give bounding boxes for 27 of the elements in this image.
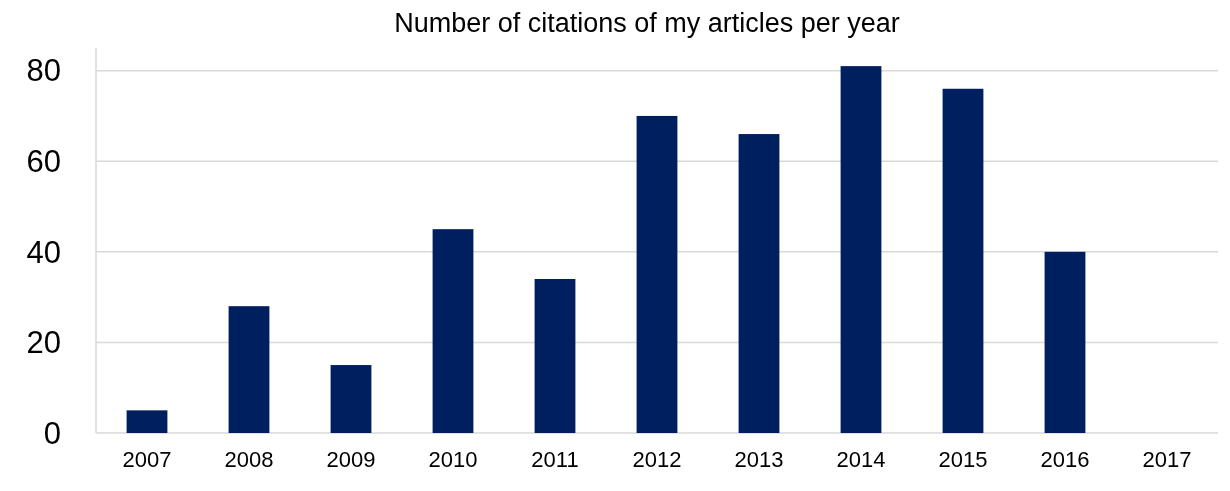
x-tick-label: 2011	[531, 447, 579, 472]
bar	[840, 66, 882, 433]
bar	[636, 115, 678, 433]
bar	[942, 88, 984, 433]
y-tick-label: 80	[26, 53, 61, 89]
bar	[1044, 251, 1086, 433]
x-tick-label: 2017	[1142, 447, 1192, 472]
y-tick-label: 40	[26, 234, 61, 270]
y-tick-label: 0	[43, 415, 61, 451]
bar	[330, 365, 372, 433]
x-tick-label: 2008	[224, 447, 274, 472]
y-tick-label: 20	[26, 325, 61, 361]
x-tick-label: 2015	[938, 447, 988, 472]
bar	[534, 279, 576, 433]
x-tick-label: 2013	[734, 447, 784, 472]
x-tick-label: 2012	[632, 447, 682, 472]
y-tick-label: 60	[26, 144, 61, 180]
bar	[738, 134, 780, 433]
x-tick-label: 2010	[428, 447, 478, 472]
chart-title: Number of citations of my articles per year	[394, 8, 900, 38]
x-tick-label: 2016	[1040, 447, 1090, 472]
bar	[432, 229, 474, 433]
x-tick-label: 2007	[122, 447, 172, 472]
x-tick-label: 2009	[326, 447, 376, 472]
bar	[126, 410, 168, 433]
bar	[228, 306, 270, 433]
x-tick-label: 2014	[836, 447, 886, 472]
